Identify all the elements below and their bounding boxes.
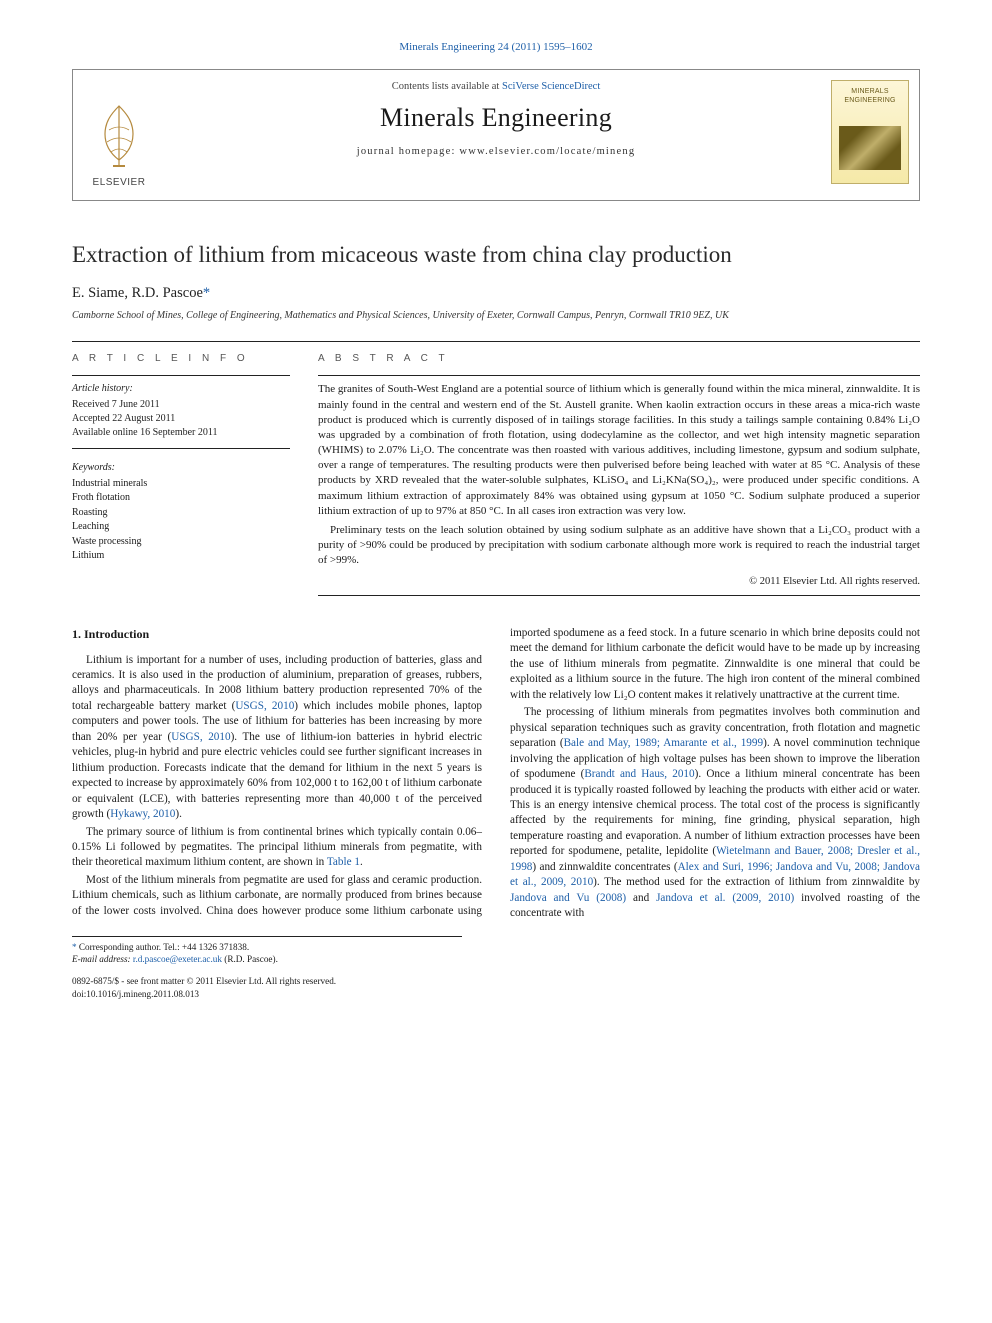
body-p4: The processing of lithium minerals from … xyxy=(510,705,920,921)
sciencedirect-link[interactable]: SciVerse ScienceDirect xyxy=(502,81,600,92)
corresponding-author: Corresponding author. Tel.: +44 1326 371… xyxy=(79,942,249,952)
journal-name: Minerals Engineering xyxy=(87,100,905,135)
section-heading-intro: 1. Introduction xyxy=(72,626,482,643)
corr-mark-icon: * xyxy=(72,942,77,952)
keyword: Lithium xyxy=(72,549,290,564)
email-who: (R.D. Pascoe). xyxy=(224,954,278,964)
footer-doi: doi:10.1016/j.mineng.2011.08.013 xyxy=(72,988,336,1000)
keywords-head: Keywords: xyxy=(72,461,290,475)
body-p2: The primary source of lithium is from co… xyxy=(72,825,482,871)
article-info-label: A R T I C L E I N F O xyxy=(72,352,290,366)
abstract-column: A B S T R A C T The granites of South-We… xyxy=(318,342,920,596)
elsevier-tree-icon xyxy=(91,100,147,174)
masthead: ELSEVIER MINERALS ENGINEERING Contents l… xyxy=(72,69,920,201)
keyword: Froth flotation xyxy=(72,491,290,506)
history-accepted: Accepted 22 August 2011 xyxy=(72,412,290,426)
history-online: Available online 16 September 2011 xyxy=(72,426,290,440)
citation-link[interactable]: USGS, 2010 xyxy=(235,700,294,712)
article-info-column: A R T I C L E I N F O Article history: R… xyxy=(72,342,290,596)
journal-reference: Minerals Engineering 24 (2011) 1595–1602 xyxy=(72,40,920,55)
table-link[interactable]: Table 1 xyxy=(327,856,360,868)
copyright: © 2011 Elsevier Ltd. All rights reserved… xyxy=(318,575,920,589)
keyword: Industrial minerals xyxy=(72,477,290,492)
abstract-bottom-rule xyxy=(318,595,920,596)
body-columns: 1. Introduction Lithium is important for… xyxy=(72,626,920,922)
journal-cover-thumb: MINERALS ENGINEERING xyxy=(831,80,909,184)
affiliation: Camborne School of Mines, College of Eng… xyxy=(72,309,920,323)
keyword: Waste processing xyxy=(72,535,290,550)
corresponding-mark[interactable]: * xyxy=(203,285,210,301)
footnotes: * Corresponding author. Tel.: +44 1326 3… xyxy=(72,936,462,966)
article-history: Article history: Received 7 June 2011 Ac… xyxy=(72,375,290,449)
citation-link[interactable]: Brandt and Haus, 2010 xyxy=(584,768,694,780)
citation-link[interactable]: Hykawy, 2010 xyxy=(110,808,175,820)
page-footer: 0892-6875/$ - see front matter © 2011 El… xyxy=(72,975,920,1000)
citation-link[interactable]: Bale and May, 1989; Amarante et al., 199… xyxy=(564,737,764,749)
keywords-list: Industrial minerals Froth flotation Roas… xyxy=(72,477,290,564)
abstract-p1: The granites of South-West England are a… xyxy=(318,382,920,519)
homepage-line: journal homepage: www.elsevier.com/locat… xyxy=(87,145,905,159)
elsevier-label: ELSEVIER xyxy=(93,176,146,190)
abstract-p2: Preliminary tests on the leach solution … xyxy=(318,523,920,569)
article-title: Extraction of lithium from micaceous was… xyxy=(72,239,920,270)
history-received: Received 7 June 2011 xyxy=(72,398,290,412)
authors: E. Siame, R.D. Pascoe* xyxy=(72,284,920,304)
contents-line: Contents lists available at SciVerse Sci… xyxy=(87,80,905,94)
journal-ref-text[interactable]: Minerals Engineering 24 (2011) 1595–1602 xyxy=(399,41,592,53)
cover-image-icon xyxy=(839,126,901,170)
elsevier-logo: ELSEVIER xyxy=(83,80,155,190)
citation-link[interactable]: Jandova and Vu (2008) xyxy=(510,892,626,904)
body-p1: Lithium is important for a number of use… xyxy=(72,653,482,823)
email-label: E-mail address: xyxy=(72,954,131,964)
keyword: Leaching xyxy=(72,520,290,535)
footer-front-matter: 0892-6875/$ - see front matter © 2011 El… xyxy=(72,975,336,987)
keyword: Roasting xyxy=(72,506,290,521)
citation-link[interactable]: USGS, 2010 xyxy=(171,731,230,743)
citation-link[interactable]: Jandova et al. (2009, 2010) xyxy=(656,892,794,904)
abstract-label: A B S T R A C T xyxy=(318,352,920,366)
email-link[interactable]: r.d.pascoe@exeter.ac.uk xyxy=(133,954,222,964)
homepage-url[interactable]: www.elsevier.com/locate/mineng xyxy=(459,146,635,157)
cover-title: MINERALS ENGINEERING xyxy=(836,87,904,106)
